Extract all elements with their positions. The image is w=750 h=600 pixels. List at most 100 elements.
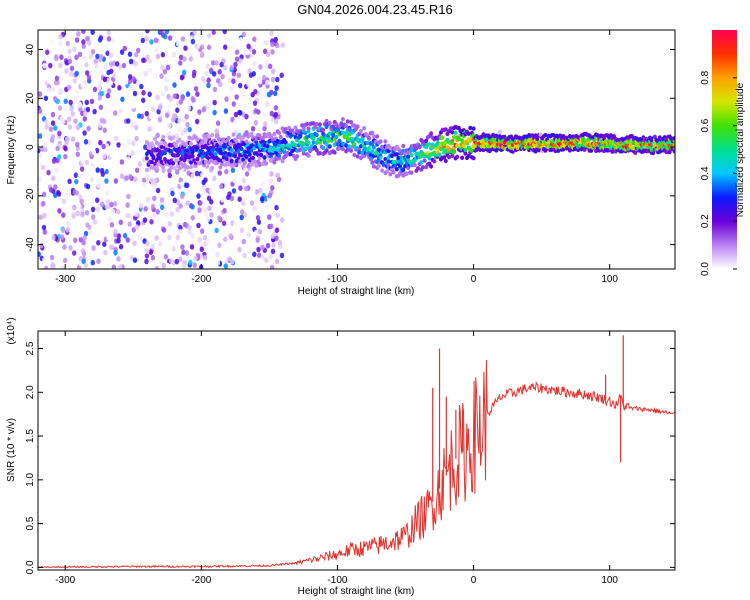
spectrogram-ridge-cell [610, 149, 615, 154]
spectrogram-noise-cell [84, 99, 90, 106]
spectrogram-noise-cell [128, 58, 134, 65]
spectrogram-noise-cell [119, 159, 125, 165]
snr-x-tick-label: 100 [601, 575, 618, 586]
spectrogram-noise-cell [80, 82, 85, 88]
spectrogram-noise-cell [59, 54, 64, 60]
spectrogram-noise-cell [122, 45, 128, 52]
spectrogram-noise-cell [252, 251, 257, 258]
spectrogram-noise-cell [153, 72, 158, 79]
spectrogram-noise-cell [98, 79, 103, 86]
spectrogram-ridge-cell [406, 154, 411, 159]
spectrogram-noise-cell [99, 197, 104, 203]
spectrogram-ridge-cell [234, 139, 239, 144]
spectrogram-ridge-cell [401, 143, 406, 149]
spectrogram-noise-cell [264, 252, 269, 258]
spectrogram-noise-cell [115, 209, 121, 215]
spectrogram-noise-cell [59, 115, 64, 122]
spectrogram-ridge-cell [189, 141, 193, 146]
spectrogram-noise-cell [53, 184, 58, 190]
spectrogram-noise-cell [264, 186, 269, 193]
spectrogram-noise-cell [145, 54, 150, 60]
spectrogram-ridge-cell [352, 152, 357, 158]
spectrogram-noise-cell [159, 197, 165, 203]
spectrogram-noise-cell [252, 60, 257, 67]
spectrogram-ridge-cell [208, 158, 213, 163]
spectrogram-noise-cell [106, 234, 111, 241]
spectrogram-noise-cell [51, 175, 56, 182]
spectrogram-ridge-cell [171, 135, 175, 140]
spectrogram-ridge-cell [283, 127, 288, 132]
spectrogram-noise-cell [201, 188, 206, 194]
spectrogram-noise-cell [185, 121, 190, 128]
spectrogram-noise-cell [180, 244, 185, 250]
spectrogram-noise-cell [267, 192, 272, 199]
spectrogram-noise-cell [137, 235, 143, 241]
spectrogram-ridge-cell [404, 171, 409, 176]
spectrogram-ridge-cell [538, 132, 543, 137]
spectrogram-noise-cell [240, 209, 245, 215]
spectrogram-noise-cell [94, 62, 99, 69]
spectrogram-noise-cell [252, 205, 257, 212]
spectrogram-ridge-cell [533, 149, 538, 154]
snr-scale-label: (x10⁴) [6, 317, 17, 344]
spectrogram-noise-cell [74, 37, 80, 43]
spectrogram-noise-cell [256, 246, 261, 253]
spectrogram-noise-cell [187, 229, 192, 235]
spectrogram-noise-cell [262, 125, 267, 132]
spectrogram-noise-cell [145, 240, 150, 247]
spectrogram-noise-cell [174, 133, 179, 139]
spectrogram-noise-cell [265, 79, 270, 86]
spectrogram-noise-cell [279, 72, 284, 79]
spectrogram-ridge-cell [249, 131, 254, 137]
spectrogram-noise-cell [273, 118, 279, 125]
spectrogram-ridge-cell [272, 131, 277, 137]
spectrogram-noise-cell [267, 214, 272, 220]
spectrogram-noise-cell [256, 219, 262, 225]
spectrogram-noise-cell [82, 130, 87, 136]
colorbar-gradient [712, 30, 737, 269]
spectrogram-noise-cell [274, 227, 280, 233]
spectrogram-noise-cell [230, 116, 235, 123]
spectrogram-noise-cell [270, 209, 275, 216]
spectrogram-noise-cell [104, 143, 110, 149]
spectrogram-noise-cell [155, 53, 161, 60]
spectrogram-noise-cell [183, 45, 188, 51]
spectrogram-noise-cell [77, 203, 82, 210]
spectrogram-ridge-cell [301, 142, 306, 147]
spectrogram-noise-cell [253, 120, 258, 126]
spectrogram-noise-cell [100, 201, 105, 208]
spectrogram-noise-cell [150, 254, 156, 261]
spectrogram-noise-cell [218, 81, 223, 88]
spectrogram-noise-cell [218, 183, 224, 190]
spectrogram-ridge-cell [169, 165, 174, 170]
spectrogram-noise-cell [95, 206, 101, 212]
spectrogram-noise-cell [167, 221, 173, 227]
spectrogram-noise-cell [269, 223, 274, 230]
spectrogram-ridge-cell [452, 150, 456, 155]
spectrogram-noise-cell [131, 76, 136, 82]
spectrogram-noise-cell [125, 202, 130, 208]
snr-x-label: Height of straight line (km) [298, 586, 415, 597]
spectrogram-ridge-cell [177, 166, 182, 171]
spectrogram-noise-cell [274, 235, 279, 241]
spectrogram-ridge-cell [468, 125, 473, 131]
spectrogram-noise-cell [55, 145, 60, 152]
spectrogram-ridge-cell [414, 146, 419, 151]
spectrogram-noise-cell [74, 178, 79, 185]
spectrogram-noise-cell [260, 93, 266, 99]
spectrogram-noise-cell [212, 109, 217, 116]
spectrogram-noise-cell [133, 211, 139, 218]
spectrogram-noise-cell [278, 35, 283, 41]
spectrogram-noise-cell [80, 158, 86, 164]
spectrogram-noise-cell [237, 196, 242, 202]
spectrogram-ridge-cell [244, 139, 249, 144]
spectrogram-noise-cell [83, 262, 89, 269]
spectrogram-noise-cell [58, 161, 63, 168]
spectrogram-ridge-cell [311, 136, 316, 141]
spectrogram-noise-cell [159, 30, 164, 34]
spectrogram-noise-cell [126, 139, 132, 145]
spectrogram-noise-cell [48, 62, 53, 69]
spectrogram-ridge-cell [211, 147, 216, 152]
spectrogram-cells [38, 30, 675, 269]
